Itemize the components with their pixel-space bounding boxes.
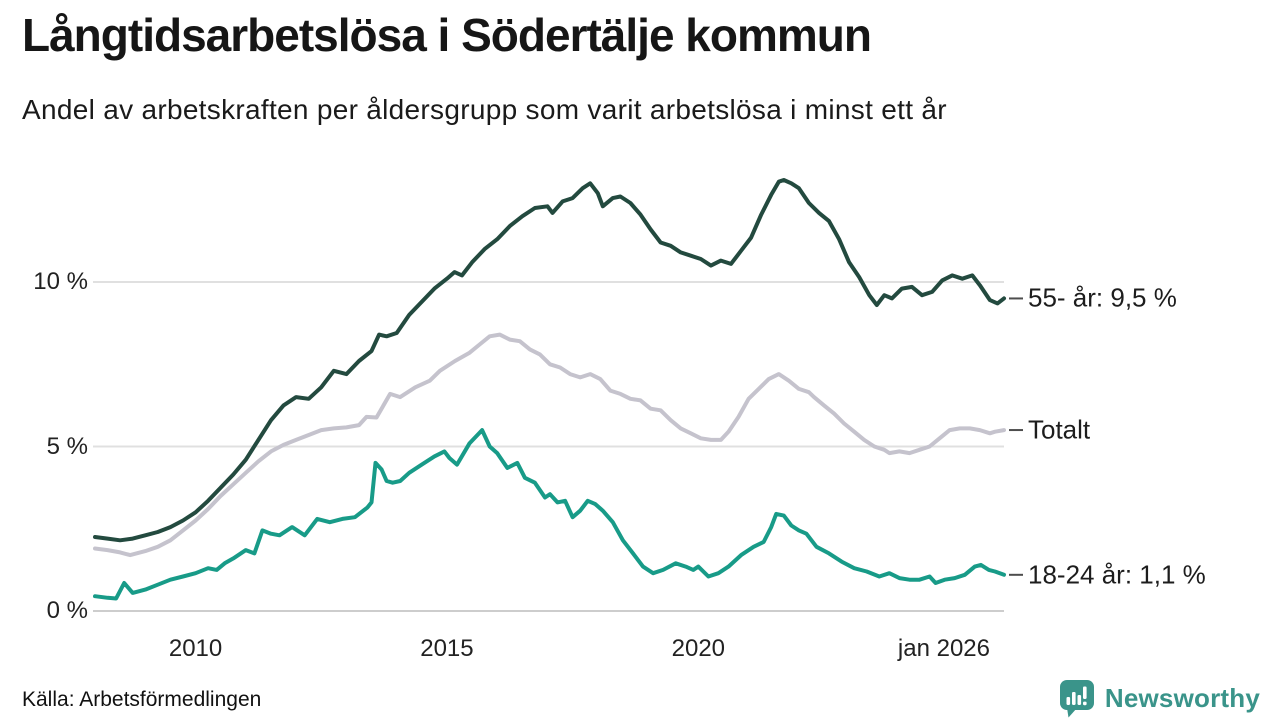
series-end-label: 18-24 år: 1,1 % [1028,559,1206,590]
series-line-totalt [93,332,1006,558]
chart-subtitle: Andel av arbetskraften per åldersgrupp s… [22,94,947,125]
newsworthy-icon [1059,680,1094,718]
y-axis-labels: 0 % 5 % 10 % [0,0,88,720]
page-title: Långtidsarbetslösa i Södertälje kommun [22,9,872,61]
y-axis-tick-label: 5 % [46,432,88,460]
series-end-label: 55- år: 9,5 % [1028,282,1177,313]
x-axis-tick-label: 2020 [671,635,726,662]
x-axis-tick-label: 2015 [420,635,474,662]
y-axis-tick-label: 10 % [33,268,88,295]
series-end-label: Totalt [1028,414,1091,445]
newsworthy-wordmark: Newsworthy [1104,682,1260,713]
x-axis-tick-label: jan 2026 [897,635,990,662]
source-note: Källa: Arbetsförmedlingen [22,688,262,711]
newsworthy-logo: Newsworthy [1057,678,1260,718]
series-line-18-24-r [93,428,1006,601]
y-axis-tick-label: 0 % [46,597,88,624]
series-line-55-r [93,178,1006,543]
x-axis-tick-label: 2010 [168,635,223,662]
